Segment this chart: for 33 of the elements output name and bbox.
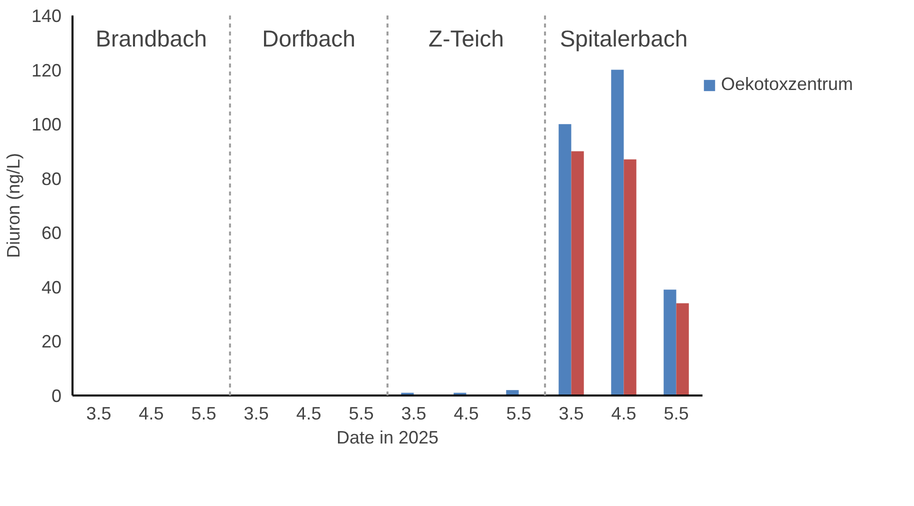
- y-tick-label: 120: [31, 60, 62, 80]
- annotation: Z-Teich: [428, 26, 504, 52]
- y-tick-label: 80: [41, 168, 62, 189]
- x-tick-label: 5.5: [348, 404, 374, 424]
- x-tick-label: 3.5: [244, 404, 269, 424]
- x-tick-label: 4.5: [296, 404, 322, 424]
- y-tick-label: 20: [41, 332, 62, 352]
- bar: [558, 124, 572, 396]
- y-tick-label: 140: [31, 6, 62, 26]
- x-tick-label: 3.5: [401, 404, 426, 424]
- x-tick-label: 5.5: [191, 404, 216, 424]
- x-tick-label: 3.5: [558, 404, 584, 424]
- x-axis-title: Date in 2025: [336, 428, 439, 448]
- annotation: Brandbach: [96, 26, 207, 52]
- legend-label: Oekotoxzentrum: [721, 74, 854, 95]
- annotation: Dorfbach: [262, 26, 356, 52]
- x-tick-label: 4.5: [138, 404, 164, 424]
- x-tick-label: 3.5: [86, 404, 112, 424]
- annotation: Spitalerbach: [560, 26, 688, 52]
- bar: [676, 303, 689, 396]
- y-tick-label: 100: [31, 114, 62, 135]
- x-tick-label: 5.5: [506, 404, 532, 424]
- y-tick-label: 0: [51, 386, 62, 406]
- x-tick-label: 5.5: [664, 404, 689, 424]
- bar: [664, 290, 676, 396]
- y-tick-label: 40: [41, 277, 62, 298]
- x-tick-label: 4.5: [611, 404, 636, 424]
- y-tick-label: 60: [41, 223, 62, 244]
- bar: [624, 159, 636, 396]
- y-axis-title: Diuron (ng/L): [3, 152, 24, 258]
- bar: [611, 70, 624, 396]
- bar: [571, 151, 584, 396]
- x-tick-label: 4.5: [454, 404, 479, 424]
